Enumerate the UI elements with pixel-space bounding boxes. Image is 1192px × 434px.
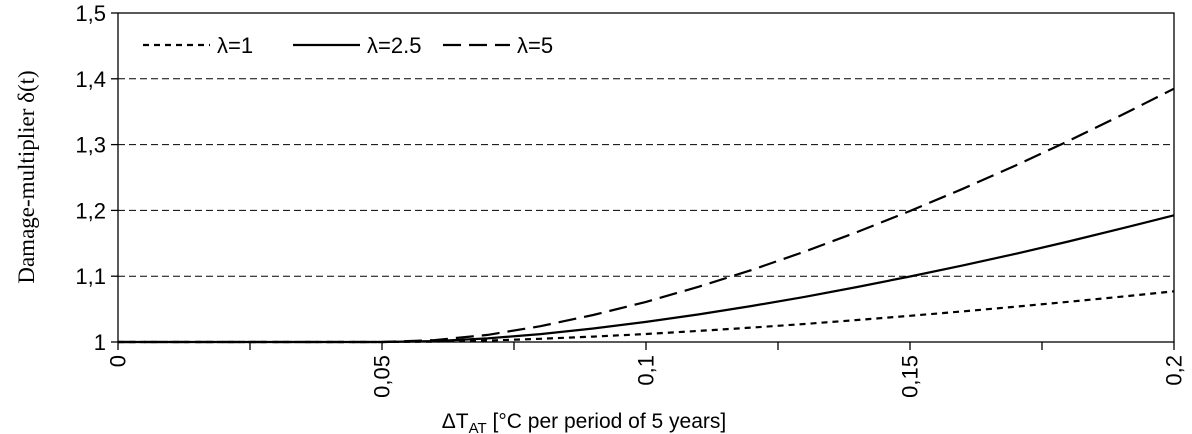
x-axis-title-prefix: ΔT bbox=[442, 410, 469, 433]
series-line-3 bbox=[118, 87, 1175, 344]
legend: λ=1 λ=2.5 λ=5 bbox=[143, 33, 553, 58]
x-tick-label-0: 0 bbox=[106, 355, 131, 367]
x-axis-title-suffix: [°C per period of 5 years] bbox=[487, 410, 727, 433]
legend-label-3: λ=5 bbox=[517, 33, 553, 58]
axis-ticks bbox=[111, 12, 1175, 350]
y-tick-label-1: 1,1 bbox=[75, 264, 106, 289]
y-tick-label-0: 1 bbox=[94, 330, 106, 355]
x-axis-title-subscript: AT bbox=[469, 420, 487, 434]
y-tick-label-4: 1,4 bbox=[75, 67, 106, 92]
x-tick-label-1: 0,05 bbox=[370, 355, 395, 398]
y-axis-title: Damage-multiplier δ(t) bbox=[14, 70, 39, 283]
y-tick-label-5: 1,5 bbox=[75, 1, 106, 26]
x-axis-title: ΔTAT [°C per period of 5 years] bbox=[442, 410, 726, 434]
series-line-2 bbox=[118, 214, 1175, 344]
legend-label-1: λ=1 bbox=[217, 33, 253, 58]
y-tick-label-3: 1,3 bbox=[75, 133, 106, 158]
plot-area-frame bbox=[117, 12, 1175, 343]
series-lines bbox=[118, 87, 1175, 344]
x-tick-label-4: 0,2 bbox=[1162, 355, 1187, 386]
tick-labels: 1 1,1 1,2 1,3 1,4 1,5 0 0,05 0,1 0,15 0,2 bbox=[75, 1, 1186, 398]
y-tick-label-2: 1,2 bbox=[75, 198, 106, 223]
x-tick-label-3: 0,15 bbox=[898, 355, 923, 398]
x-tick-label-2: 0,1 bbox=[634, 355, 659, 386]
series-line-1 bbox=[118, 290, 1175, 344]
gridlines bbox=[118, 78, 1174, 277]
legend-label-2: λ=2.5 bbox=[367, 33, 421, 58]
